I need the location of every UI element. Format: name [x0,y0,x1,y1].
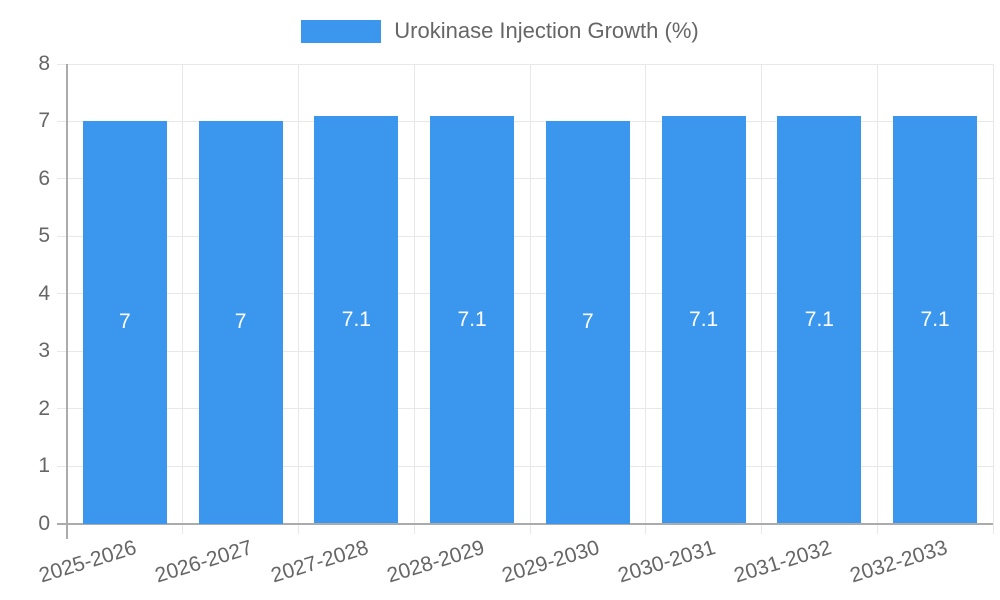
bar[interactable] [430,115,515,524]
x-gridline [182,64,184,534]
x-gridline [761,64,762,534]
bar[interactable] [893,115,978,524]
x-axis-line [57,522,993,525]
y-gridline [57,465,993,467]
x-axis-tick-label: 2029-2030 [499,536,603,588]
y-gridline [57,235,993,237]
bar-value-label: 7 [234,310,247,334]
x-axis-tick-label: 2030-2031 [615,536,719,588]
y-gridline [57,350,993,352]
x-gridline [298,64,299,534]
bar[interactable] [545,121,630,524]
y-axis-tick-label: 0 [38,511,50,535]
x-axis-tick-label: 2031-2032 [731,536,835,588]
y-axis-tick-label: 3 [38,339,50,363]
x-gridline [413,64,415,534]
legend-label: Urokinase Injection Growth (%) [394,18,699,43]
bar-value-label: 7 [582,310,594,334]
x-gridline [876,64,878,534]
bar[interactable] [198,121,283,524]
x-axis-tick-label: 2032-2033 [847,536,950,588]
bar-value-label: 7.1 [920,307,950,331]
y-axis-tick-label: 5 [38,224,50,248]
y-axis-tick-label: 1 [38,454,50,478]
bar[interactable] [314,115,399,524]
y-gridline [57,120,993,122]
y-axis-tick-label: 6 [38,166,50,190]
legend-item[interactable]: Urokinase Injection Growth (%) [0,18,1000,44]
y-axis-line [66,64,68,539]
y-axis-tick-label: 4 [38,281,50,305]
y-gridline [57,178,993,180]
x-axis-tick-label: 2025-2026 [36,536,140,588]
x-axis-tick-label: 2026-2027 [152,536,256,588]
y-axis-tick-label: 8 [38,52,50,75]
bar-value-label: 7.1 [804,307,834,331]
bar[interactable] [661,115,746,524]
x-gridline [529,64,531,534]
y-axis-tick-label: 7 [38,109,50,133]
x-gridline [645,64,647,534]
bar-value-label: 7.1 [457,307,487,331]
y-gridline [57,408,993,410]
bar[interactable] [82,121,167,524]
bar[interactable] [777,115,862,524]
x-axis-tick-label: 2028-2029 [384,536,487,588]
bar-value-label: 7.1 [341,307,371,331]
bar-value-label: 7.1 [689,307,719,331]
x-axis-tick-label: 2027-2028 [268,536,372,588]
legend-swatch [301,19,382,43]
y-axis-tick-label: 2 [38,396,50,420]
x-gridline [992,64,994,534]
y-gridline [57,63,993,65]
bar-value-label: 7 [119,310,131,334]
y-gridline [57,293,993,295]
